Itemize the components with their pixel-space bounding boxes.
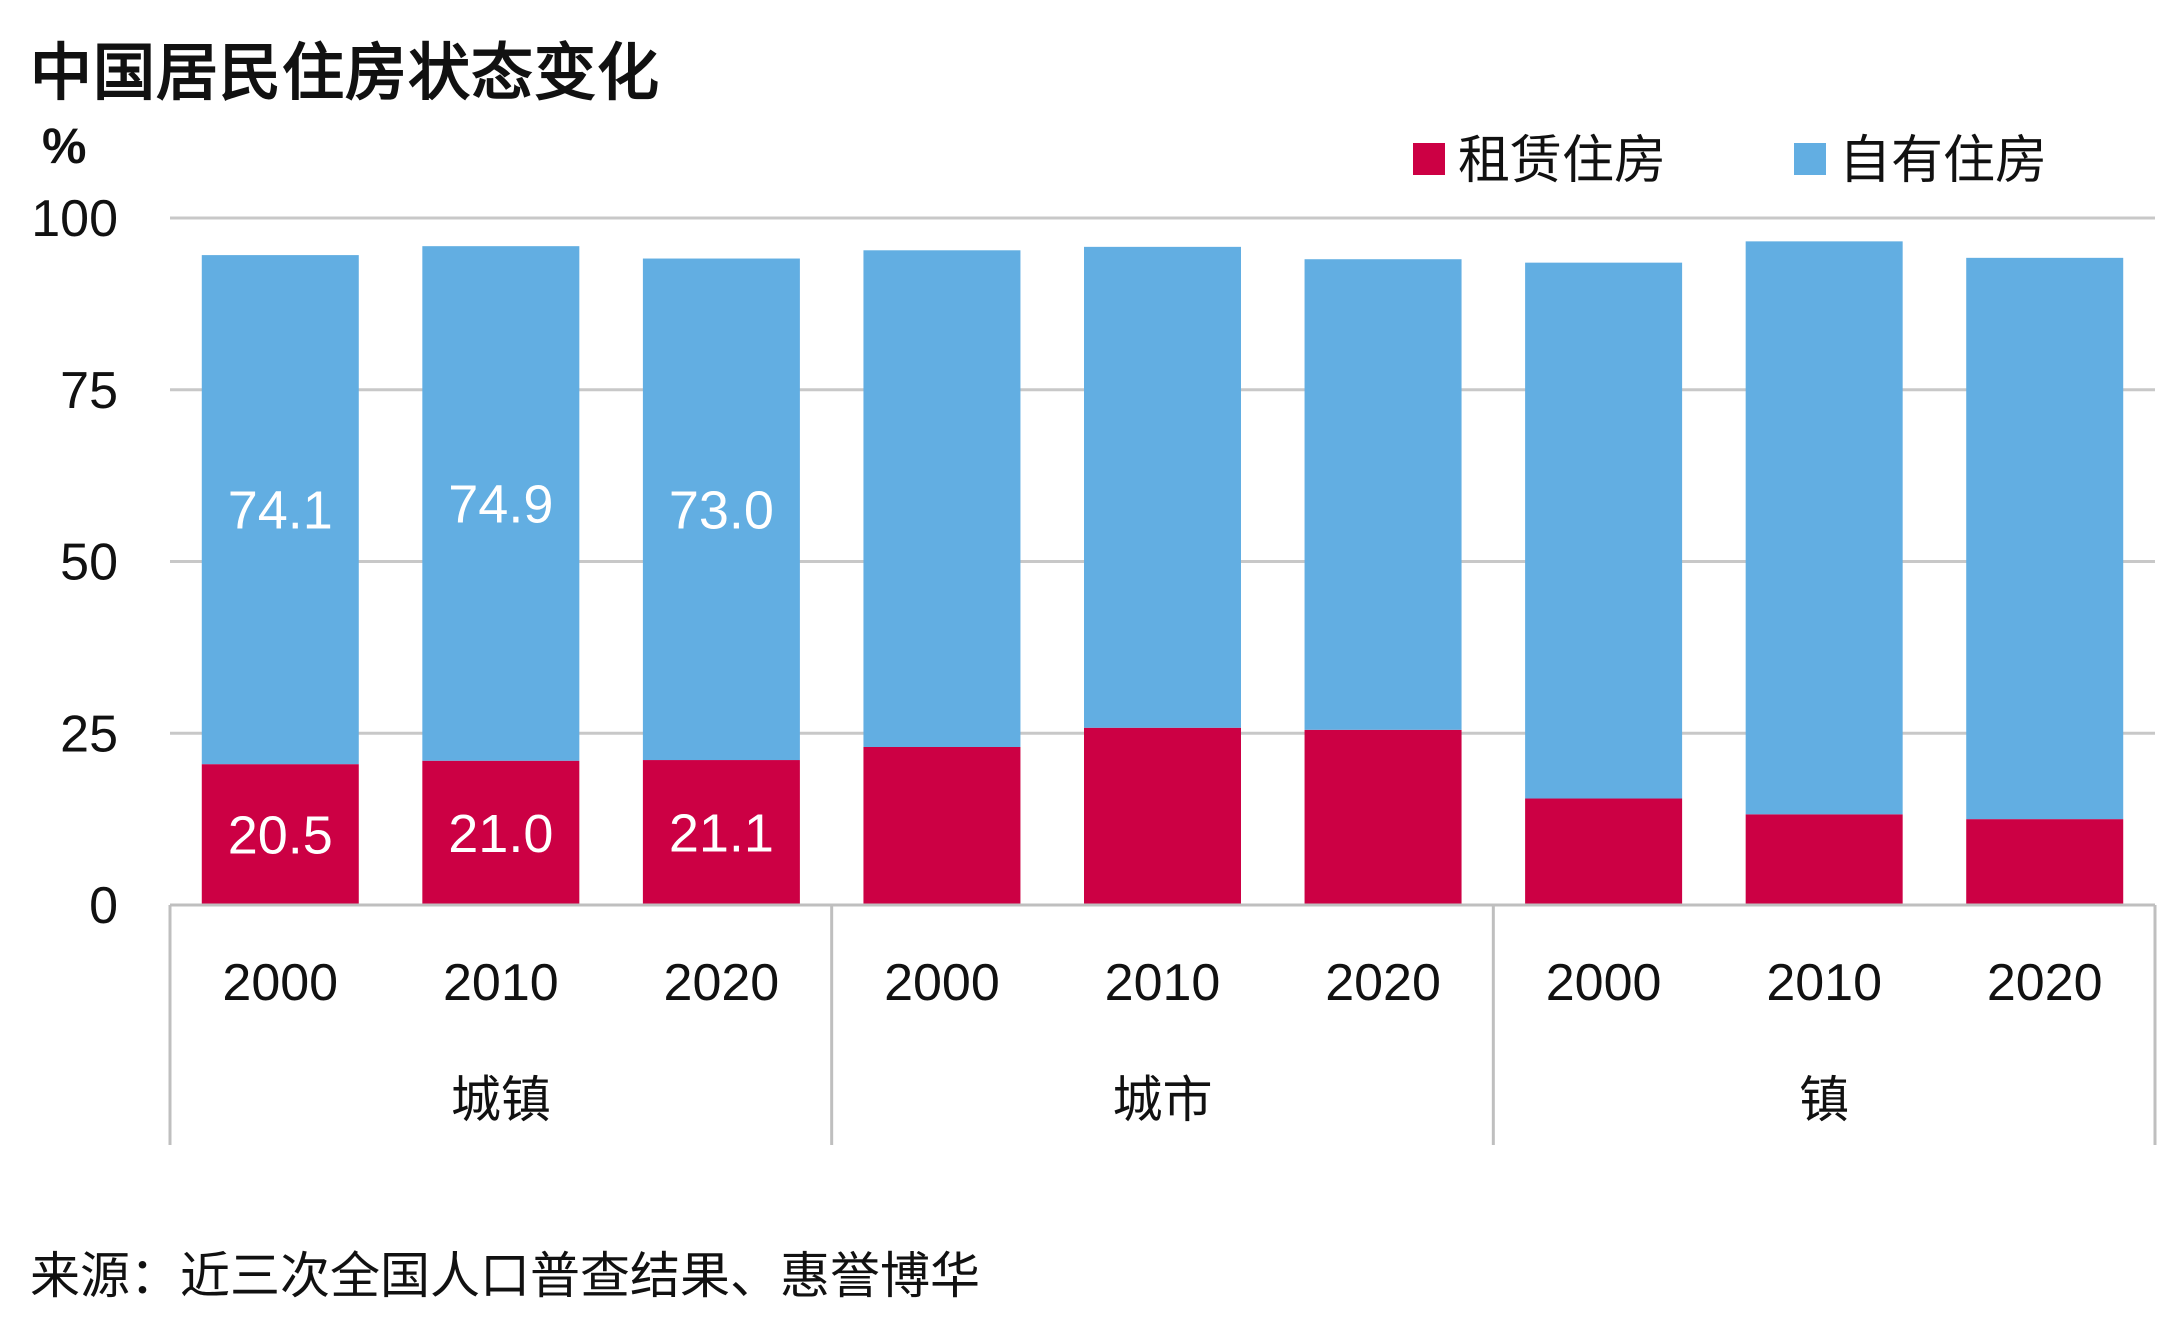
axes: 0 25 50 75 100% 2000 2010 2020 城镇 2000 2010 2020 城市 2…: [31, 118, 2157, 1145]
bar-rent-城镇-2000: [201, 764, 359, 905]
bar-rent-镇-2020: [1966, 819, 2124, 905]
bar-rent-城镇-2010: [422, 760, 580, 905]
y-tick-label: 0: [89, 877, 118, 935]
data-label-own: 73.0: [669, 480, 774, 540]
x-tick-label: 2020: [1987, 954, 2103, 1012]
y-unit-label: %: [42, 118, 86, 174]
legend: 租赁住房 自有住房: [1413, 131, 2047, 191]
source-note: 来源：近三次全国人口普查结果、惠誉博华: [30, 1247, 980, 1305]
x-tick-label: 2000: [1546, 954, 1662, 1012]
x-tick-label: 2000: [222, 954, 338, 1012]
bar-own-镇-2010: [1745, 241, 1903, 815]
bar-own-城市-2020: [1304, 259, 1462, 730]
bar-rent-城市-2010: [1084, 727, 1241, 905]
bar-own-城镇-2000: [201, 255, 359, 765]
data-labels: 20.5 74.1 21.0 74.9 21.1 73.0: [228, 474, 774, 865]
legend-label: 自有住房: [1839, 131, 2047, 191]
bar-own-城镇-2020: [642, 258, 800, 761]
bar-own-城镇-2010: [422, 246, 580, 761]
bar-rent-镇-2000: [1525, 798, 1683, 905]
data-label-own: 74.9: [448, 474, 553, 534]
chart-title: 中国居民住房状态变化: [30, 36, 661, 109]
bar-own-镇-2000: [1525, 262, 1683, 799]
x-group-label: 城镇: [451, 1071, 551, 1129]
y-tick-label: 25: [60, 705, 118, 763]
y-tick-label: 75: [60, 362, 118, 420]
data-label-own: 74.1: [228, 481, 333, 541]
x-tick-label: 2020: [664, 954, 780, 1012]
legend-label: 租赁住房: [1458, 131, 1666, 191]
bar-rent-城镇-2020: [642, 760, 800, 905]
y-tick-label: 50: [60, 534, 118, 592]
x-group-label: 城市: [1113, 1071, 1213, 1129]
bar-own-城市-2010: [1084, 246, 1241, 728]
y-tick-label: 100: [31, 190, 118, 248]
x-group-label: 镇: [1799, 1071, 1849, 1129]
bar-rent-镇-2010: [1745, 814, 1903, 905]
x-tick-label: 2010: [443, 954, 559, 1012]
x-tick-label: 2010: [1766, 954, 1882, 1012]
legend-swatch: [1413, 143, 1445, 175]
bar-own-镇-2020: [1966, 257, 2124, 820]
bar-own-城市-2000: [863, 250, 1021, 747]
legend-swatch: [1794, 143, 1826, 175]
bars: [201, 241, 2124, 905]
x-tick-label: 2020: [1325, 954, 1441, 1012]
x-tick-label: 2000: [884, 954, 1000, 1012]
data-label-rent: 20.5: [228, 806, 333, 866]
x-tick-label: 2010: [1105, 954, 1221, 1012]
data-label-rent: 21.0: [448, 804, 553, 864]
bar-rent-城市-2020: [1304, 729, 1462, 905]
data-label-rent: 21.1: [669, 804, 774, 864]
bar-rent-城市-2000: [863, 746, 1021, 905]
